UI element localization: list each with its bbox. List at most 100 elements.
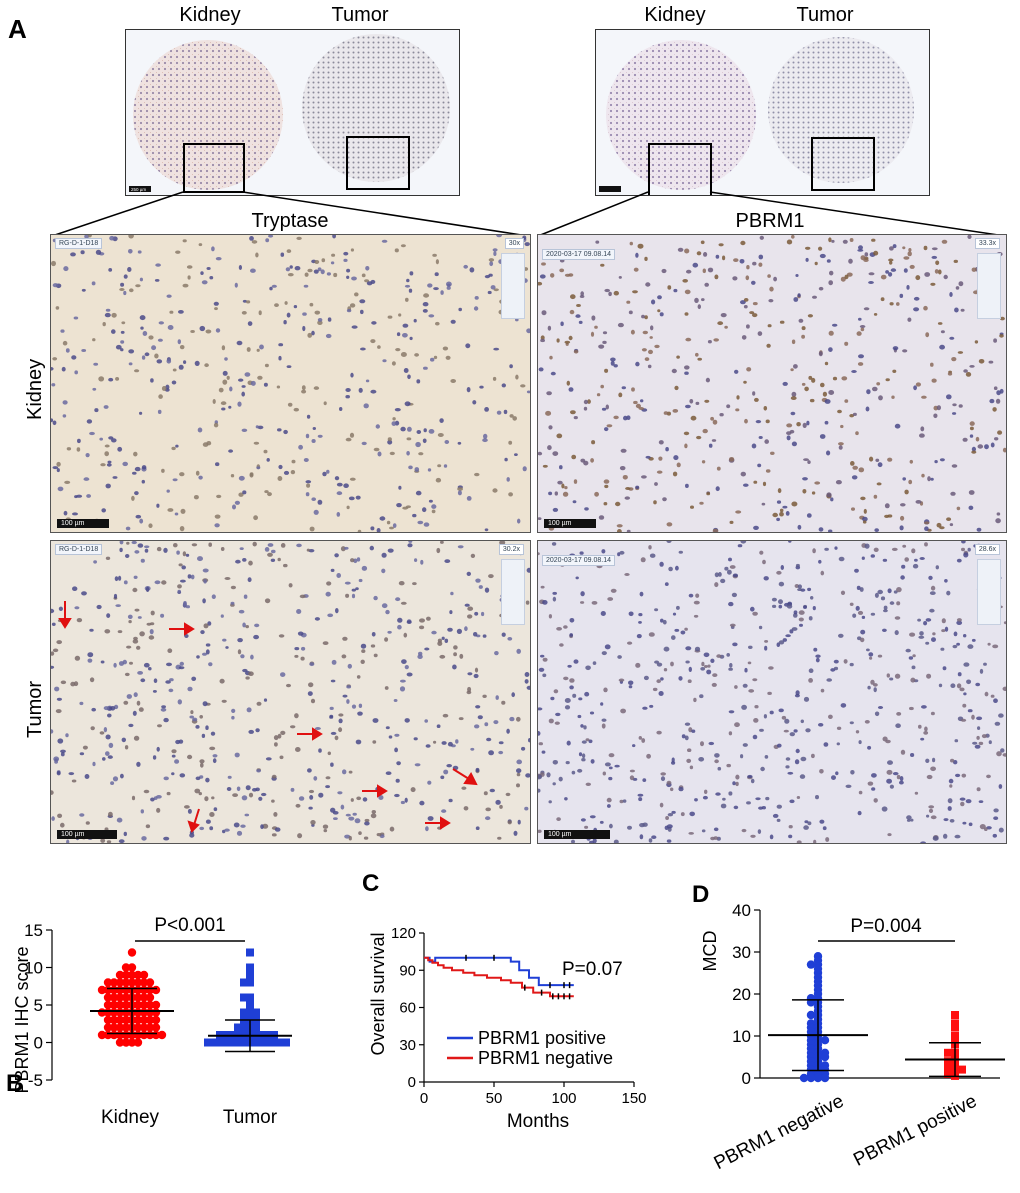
cell-nucleus (960, 308, 965, 312)
cell-nucleus (385, 609, 390, 615)
cell-nucleus (943, 818, 949, 822)
cell-nucleus (77, 438, 81, 444)
cell-nucleus (402, 323, 409, 328)
data-point (806, 960, 816, 969)
cell-nucleus (406, 451, 410, 456)
cell-nucleus (197, 427, 203, 433)
cell-nucleus (197, 556, 203, 562)
cell-nucleus (286, 312, 291, 318)
cell-nucleus (317, 267, 322, 272)
cell-nucleus (638, 613, 643, 617)
cell-nucleus (651, 299, 656, 305)
cell-nucleus (226, 787, 232, 791)
cell-nucleus (307, 768, 312, 773)
cell-nucleus (142, 331, 148, 336)
cell-nucleus (638, 621, 642, 624)
cell-nucleus (444, 559, 451, 563)
cell-nucleus (889, 601, 895, 605)
cell-nucleus (992, 644, 999, 649)
cell-nucleus (327, 613, 334, 618)
cell-nucleus (184, 805, 190, 809)
cell-nucleus (717, 766, 722, 771)
cell-nucleus (578, 320, 583, 324)
cell-nucleus (570, 410, 576, 415)
cell-nucleus (873, 313, 878, 316)
cell-nucleus (606, 797, 612, 803)
cell-nucleus (952, 403, 957, 407)
cell-nucleus (603, 479, 610, 484)
cell-nucleus (758, 262, 763, 267)
cell-nucleus (688, 727, 693, 733)
cell-nucleus (431, 630, 437, 635)
cell-nucleus (904, 489, 909, 495)
cell-nucleus (812, 606, 816, 611)
cell-nucleus (467, 614, 473, 619)
cell-nucleus (58, 606, 63, 611)
cell-nucleus (389, 826, 395, 832)
cell-nucleus (119, 541, 124, 545)
cell-nucleus (74, 370, 78, 375)
cell-nucleus (194, 788, 201, 794)
cell-nucleus (915, 275, 921, 281)
cell-nucleus (952, 644, 958, 649)
cell-nucleus (450, 591, 454, 596)
cell-nucleus (420, 559, 424, 565)
cell-nucleus (156, 503, 160, 508)
cell-nucleus (852, 412, 857, 416)
cell-nucleus (732, 781, 736, 786)
cell-nucleus (743, 298, 749, 302)
cell-nucleus (873, 683, 878, 687)
cell-nucleus (104, 444, 110, 448)
cell-nucleus (591, 315, 596, 321)
cell-nucleus (51, 665, 55, 669)
cell-nucleus (538, 667, 545, 672)
cell-nucleus (561, 483, 565, 489)
cell-nucleus (161, 468, 165, 473)
cell-nucleus (972, 741, 978, 745)
cell-nucleus (313, 269, 319, 274)
cell-nucleus (878, 395, 883, 401)
cell-nucleus (818, 351, 823, 357)
cell-nucleus (602, 340, 607, 344)
cell-nucleus (585, 665, 591, 671)
data-point (944, 1057, 952, 1066)
cell-nucleus (140, 809, 144, 814)
cell-nucleus (322, 471, 327, 477)
cell-nucleus (926, 774, 933, 780)
cell-nucleus (962, 703, 967, 708)
cell-nucleus (305, 433, 310, 439)
chart-c-legend: PBRM1 positive PBRM1 negative (447, 1028, 613, 1068)
cell-nucleus (296, 543, 302, 548)
cell-nucleus (255, 425, 259, 429)
cell-nucleus (663, 646, 670, 652)
legend-label-negative: PBRM1 negative (478, 1048, 613, 1068)
cell-nucleus (466, 571, 471, 576)
cell-nucleus (339, 407, 343, 411)
y-tick-label: 0 (742, 1069, 751, 1088)
cell-nucleus (977, 444, 984, 449)
cell-nucleus (778, 640, 785, 645)
cell-nucleus (334, 476, 340, 481)
cell-nucleus (913, 296, 920, 301)
cell-nucleus (740, 300, 746, 305)
cell-nucleus (270, 558, 276, 562)
cell-nucleus (838, 556, 845, 562)
cell-nucleus (158, 321, 164, 325)
cell-nucleus (855, 730, 860, 734)
cell-nucleus (349, 432, 355, 438)
cell-nucleus (280, 672, 286, 677)
cell-nucleus (794, 759, 800, 765)
cell-nucleus (55, 709, 62, 714)
data-point (151, 1015, 161, 1025)
cell-nucleus (361, 649, 366, 653)
cell-nucleus (666, 522, 673, 527)
data-point (103, 993, 113, 1002)
cell-nucleus (343, 251, 349, 256)
cell-nucleus (672, 471, 678, 477)
cell-nucleus (439, 418, 444, 423)
cell-nucleus (644, 315, 648, 320)
cell-nucleus (920, 426, 925, 432)
cell-nucleus (202, 442, 209, 447)
cell-nucleus (684, 365, 690, 370)
cell-nucleus (133, 692, 138, 698)
